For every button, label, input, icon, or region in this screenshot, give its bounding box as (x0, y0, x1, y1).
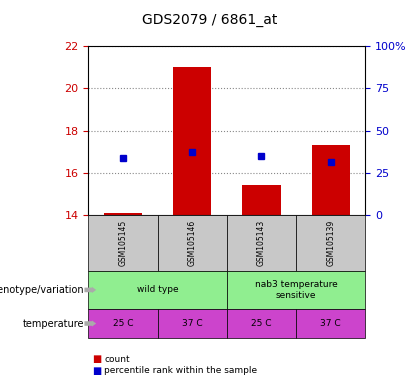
Text: GSM105143: GSM105143 (257, 220, 266, 266)
Text: GDS2079 / 6861_at: GDS2079 / 6861_at (142, 13, 278, 27)
Text: ■: ■ (92, 354, 102, 364)
Text: temperature: temperature (23, 318, 84, 329)
Text: percentile rank within the sample: percentile rank within the sample (104, 366, 257, 375)
Bar (312, 146, 350, 215)
Text: count: count (104, 354, 130, 364)
Text: wild type: wild type (136, 285, 178, 295)
Text: GSM105146: GSM105146 (188, 220, 197, 266)
Text: 37 C: 37 C (182, 319, 202, 328)
Text: GSM105139: GSM105139 (326, 220, 335, 266)
Bar (173, 67, 211, 215)
Text: 37 C: 37 C (320, 319, 341, 328)
Text: 25 C: 25 C (113, 319, 133, 328)
Bar (242, 185, 281, 215)
Text: nab3 temperature
sensitive: nab3 temperature sensitive (255, 280, 338, 300)
Text: ■: ■ (92, 366, 102, 376)
Text: genotype/variation: genotype/variation (0, 285, 84, 295)
Text: GSM105145: GSM105145 (118, 220, 127, 266)
Text: 25 C: 25 C (251, 319, 272, 328)
Bar (104, 213, 142, 215)
